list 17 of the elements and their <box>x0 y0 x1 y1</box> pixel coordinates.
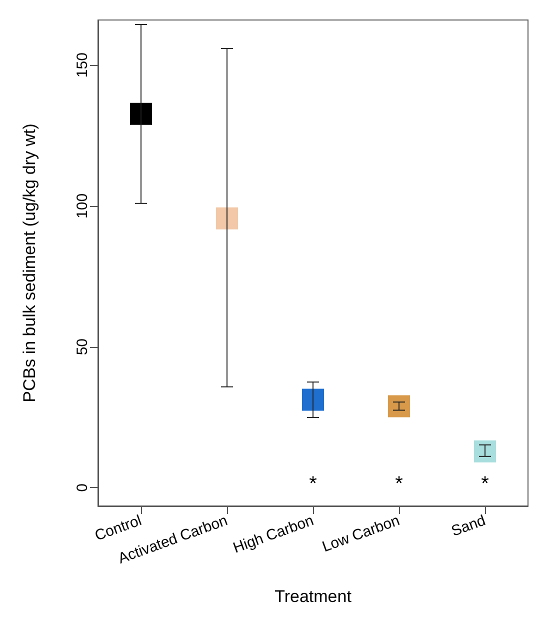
annotation: * <box>481 473 490 495</box>
point <box>474 440 496 462</box>
y-tick-label: 100 <box>74 193 91 218</box>
annotation: * <box>309 473 318 495</box>
point <box>302 388 324 411</box>
annotation: * <box>395 473 404 495</box>
y-tick-label: 0 <box>74 484 91 492</box>
x-tick-label: High Carbon <box>230 512 316 557</box>
y-tick-label: 150 <box>74 52 91 78</box>
point <box>388 395 410 418</box>
x-tick-label: Low Carbon <box>320 512 402 556</box>
y-tick-label: 50 <box>74 338 91 356</box>
x-axis-title: Treatment <box>274 587 352 606</box>
x-tick-label: Sand <box>449 512 488 540</box>
y-axis-title: PCBs in bulk sediment (ug/kg dry wt) <box>20 124 39 402</box>
point <box>130 102 152 125</box>
point <box>216 207 238 230</box>
